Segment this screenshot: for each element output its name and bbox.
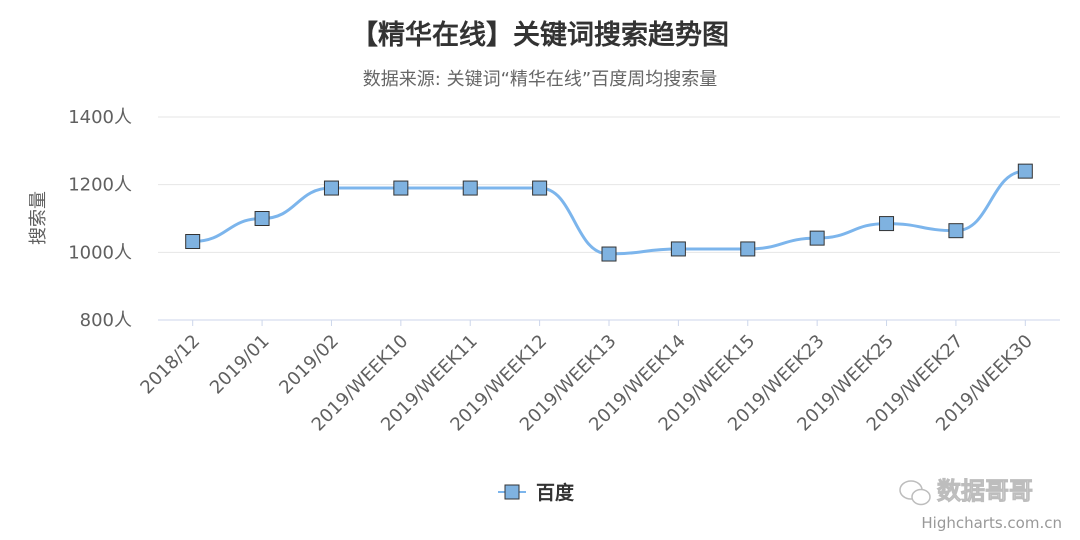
chart-title: 【精华在线】关键词搜索趋势图 [351, 19, 729, 51]
grid-lines [158, 116, 1060, 321]
data-point-marker[interactable] [740, 241, 756, 257]
data-point-marker[interactable] [462, 180, 478, 196]
legend-label: 百度 [536, 481, 575, 504]
chart-credit[interactable]: Highcharts.com.cn [921, 514, 1062, 532]
data-point-marker[interactable] [948, 223, 964, 239]
y-tick-label: 1000人 [68, 242, 132, 263]
data-point-marker[interactable] [393, 180, 409, 196]
watermark: 数据哥哥 [899, 477, 1033, 506]
y-axis-label: 搜索量 [28, 191, 49, 245]
series-line [192, 169, 1026, 256]
y-tick-label: 1400人 [68, 107, 132, 128]
legend[interactable]: 百度 [498, 481, 575, 504]
series-layer [185, 163, 1033, 262]
x-axis-ticks: 2018/12 2019/01 2019/022019/WEEK102019/WEE… [137, 320, 1037, 435]
data-point-marker[interactable] [601, 246, 617, 262]
chart-subtitle: 数据来源: 关键词“精华在线”百度周均搜索量 [363, 69, 717, 90]
data-point-marker[interactable] [254, 211, 270, 226]
legend-marker [504, 484, 520, 500]
y-tick-label: 800人 [80, 310, 132, 331]
data-point-marker[interactable] [1017, 163, 1033, 179]
data-point-marker[interactable] [670, 241, 686, 257]
data-point-marker[interactable] [879, 216, 895, 232]
y-axis-ticks: 800人 1000人 1200人 1400人 [68, 107, 132, 331]
y-tick-label: 1200人 [68, 175, 132, 196]
x-tick-label: 2019/02 [275, 331, 343, 399]
x-tick-label: 2018/12 [137, 331, 205, 399]
watermark-text: 数据哥哥 [937, 477, 1033, 505]
data-point-marker[interactable] [323, 180, 339, 196]
data-point-marker[interactable] [185, 234, 201, 250]
x-tick-label: 2019/01 [206, 331, 274, 399]
wechat-icon [899, 480, 931, 506]
data-point-marker[interactable] [532, 180, 548, 196]
data-point-marker[interactable] [809, 230, 825, 246]
